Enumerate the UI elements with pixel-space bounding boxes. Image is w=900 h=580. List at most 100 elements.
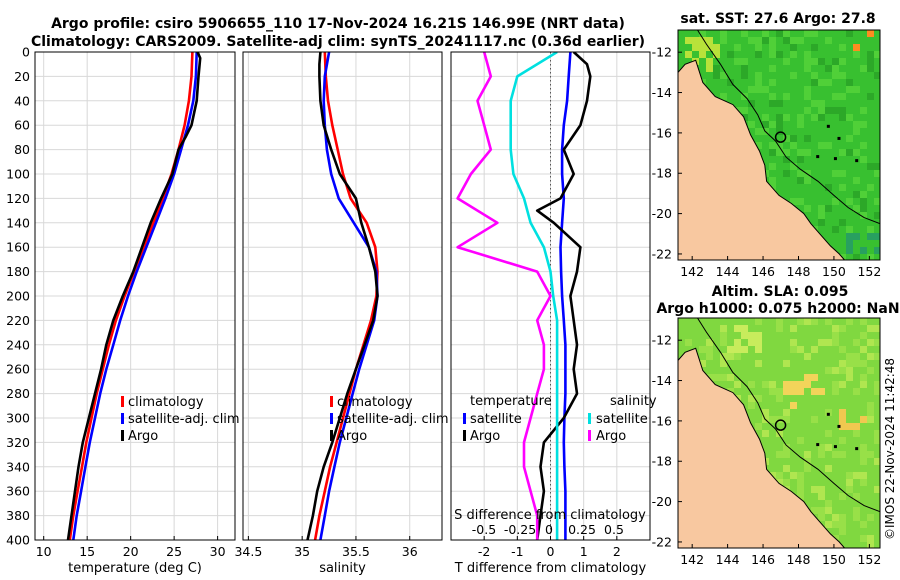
bathymetry-contour <box>697 318 880 513</box>
map-cell <box>860 205 867 212</box>
map-cell <box>776 388 783 395</box>
map-cell <box>846 86 853 93</box>
map-cell <box>727 325 734 332</box>
map-cell <box>860 444 867 451</box>
legend-swatch <box>463 430 466 441</box>
map-cell <box>811 184 818 191</box>
map-cell <box>748 128 755 135</box>
map-cell <box>853 79 860 86</box>
map-cell <box>804 86 811 93</box>
map-frame <box>677 317 881 549</box>
map-cell <box>748 381 755 388</box>
map-cell <box>790 472 797 479</box>
map-cell <box>755 339 762 346</box>
legend-label: Argo <box>596 429 626 444</box>
map-lat-label: -16 <box>652 413 672 428</box>
map-cell <box>832 58 839 65</box>
map-cell <box>811 107 818 114</box>
map-cell <box>846 374 853 381</box>
map-cell <box>762 360 769 367</box>
y-tick-label: 0 <box>22 45 30 60</box>
map-cell <box>769 51 776 58</box>
map-cell <box>790 437 797 444</box>
map-cell <box>804 416 811 423</box>
map-cell <box>762 30 769 37</box>
s-difference-tick: 0.5 <box>604 522 624 537</box>
map-cell <box>832 107 839 114</box>
map-cell <box>755 318 762 325</box>
map-cell <box>699 44 706 51</box>
map-cell <box>804 149 811 156</box>
map-cell <box>734 381 741 388</box>
map-cell <box>839 528 846 535</box>
map-cell <box>811 332 818 339</box>
map-cell <box>769 360 776 367</box>
land-area <box>678 59 846 260</box>
map-cell <box>783 444 790 451</box>
map-cell <box>825 500 832 507</box>
map-cell <box>818 128 825 135</box>
map-cell <box>727 93 734 100</box>
map-cell <box>825 107 832 114</box>
map-cell <box>748 339 755 346</box>
map-cell <box>832 72 839 79</box>
map-cell <box>776 465 783 472</box>
legend-label: Argo <box>128 429 158 444</box>
map-cell <box>776 65 783 72</box>
map-cell <box>720 374 727 381</box>
map-cell <box>790 416 797 423</box>
map-cell <box>839 58 846 65</box>
map-cell <box>811 486 818 493</box>
map-cell <box>790 339 797 346</box>
map-cell <box>727 346 734 353</box>
map-lon-label: 148 <box>787 264 811 279</box>
map-cell <box>853 191 860 198</box>
map-cell <box>783 135 790 142</box>
x-axis-label: T difference from climatology <box>454 561 647 576</box>
map-cell <box>776 346 783 353</box>
map-cell <box>769 79 776 86</box>
map-cell <box>846 472 853 479</box>
map-cell <box>769 93 776 100</box>
map-cell <box>769 381 776 388</box>
map-cell <box>853 514 860 521</box>
map-lat-label: -22 <box>652 534 672 549</box>
map-cell <box>762 114 769 121</box>
map-cell <box>874 93 880 100</box>
map-cell <box>853 500 860 507</box>
map-cell <box>797 423 804 430</box>
map-cell <box>860 51 867 58</box>
map-cell <box>790 325 797 332</box>
map-cell <box>874 254 880 260</box>
map-cell <box>685 325 692 332</box>
map-cell <box>818 121 825 128</box>
map-cell <box>825 325 832 332</box>
map-cell <box>804 451 811 458</box>
map-cell <box>706 58 713 65</box>
map-lon-label: 142 <box>680 264 704 279</box>
map-cell <box>776 318 783 325</box>
reef-mark <box>826 124 830 128</box>
map-cell <box>678 339 685 346</box>
legend-swatch <box>121 413 124 424</box>
map-cell <box>825 65 832 72</box>
map-cell <box>769 44 776 51</box>
map-cell <box>706 339 713 346</box>
map-cell <box>769 416 776 423</box>
map-cell <box>846 486 853 493</box>
map-cell <box>783 58 790 65</box>
map-cell <box>874 339 880 346</box>
map-cell <box>790 107 797 114</box>
map-cell <box>727 79 734 86</box>
map-cell <box>874 353 880 360</box>
map-cell <box>727 51 734 58</box>
map-lon-label: 152 <box>857 552 881 567</box>
map-cell <box>783 142 790 149</box>
legend-label: Argo <box>337 429 367 444</box>
map-lon-label: 142 <box>680 552 704 567</box>
y-tick-label: 120 <box>6 191 30 206</box>
x-tick-label: 35.5 <box>342 544 370 559</box>
map-cell <box>804 65 811 72</box>
map-cell <box>825 149 832 156</box>
map-cell <box>832 332 839 339</box>
